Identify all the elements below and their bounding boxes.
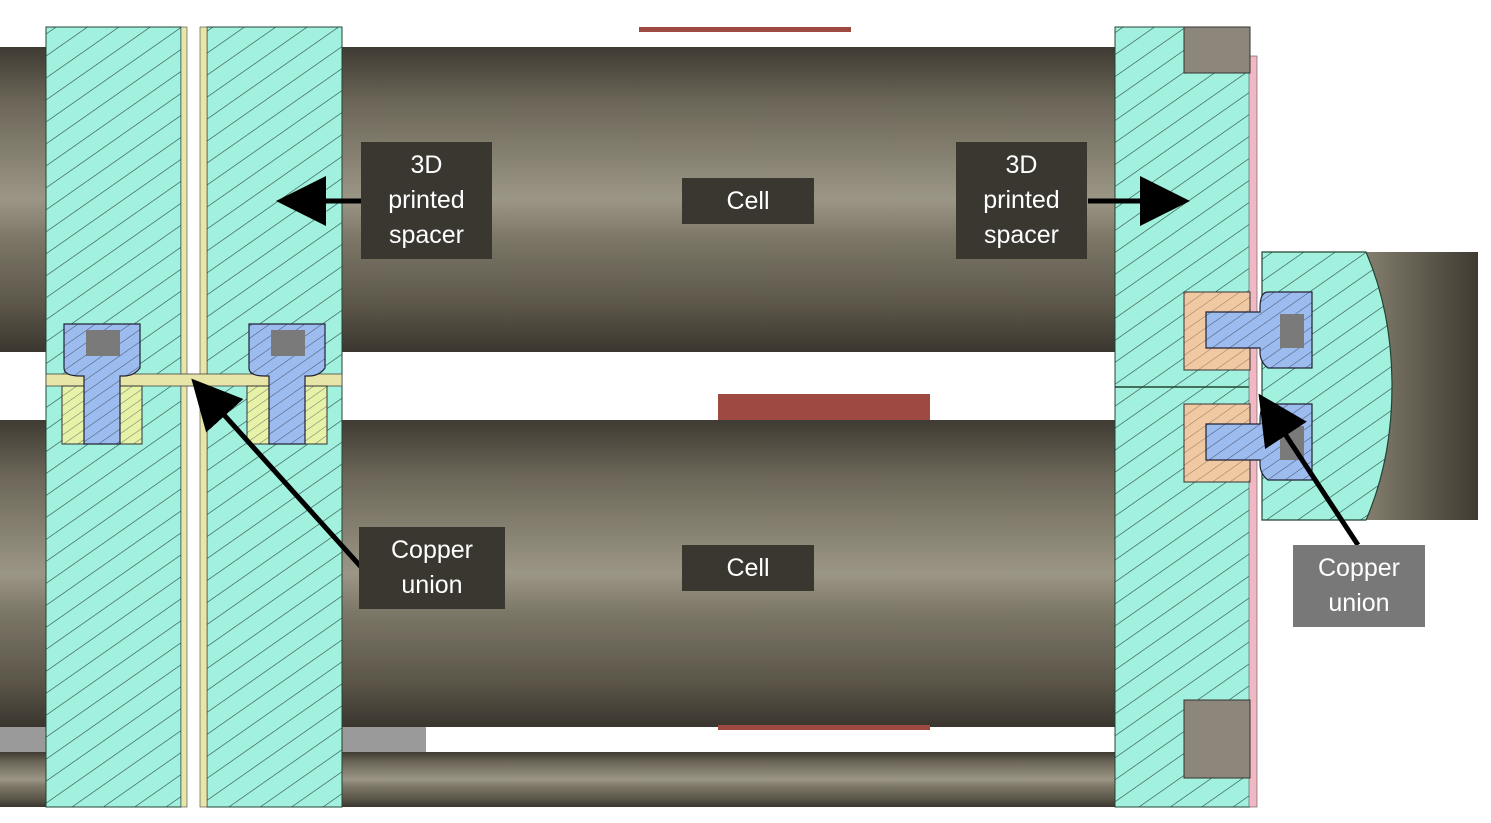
arrows <box>191 176 1361 570</box>
label-cell-bottom-text: Cell <box>726 553 770 582</box>
label-copper-left-line2: union <box>401 571 463 599</box>
left-bolt-b <box>248 323 326 445</box>
label-copper-right-line2: union <box>1328 589 1390 617</box>
label-spacer-left: 3D printed spacer <box>361 142 492 259</box>
label-spacer-right-line3: spacer <box>983 221 1060 249</box>
label-cell-top-text: Cell <box>726 186 770 215</box>
left-spacer <box>45 26 343 808</box>
cell-top-tab <box>639 27 851 32</box>
right-spacer <box>1114 26 1478 808</box>
cell-bottom-tab <box>718 725 930 730</box>
right-bolt-a-socket <box>1280 314 1304 348</box>
arrow-copper-left <box>191 378 364 570</box>
label-spacer-left-line2: printed <box>388 186 465 214</box>
label-cell-bottom: Cell <box>682 545 814 591</box>
left-bolt-b-socket <box>271 330 305 356</box>
arrow-copper-right <box>1258 393 1361 547</box>
label-spacer-left-line3: spacer <box>388 221 465 249</box>
rod-mid <box>340 727 426 752</box>
label-copper-right-line1: Copper <box>1318 554 1400 582</box>
left-copper-strip-vert-b <box>199 26 208 808</box>
label-copper-right: Copper union <box>1293 545 1425 627</box>
label-copper-left-line1: Copper <box>391 536 473 564</box>
label-spacer-right-line1: 3D <box>1005 151 1038 179</box>
cell-middle-tab <box>718 394 930 420</box>
rod-left <box>0 727 46 752</box>
left-bolt-a-socket <box>86 330 120 356</box>
label-cell-top: Cell <box>682 178 814 224</box>
left-bolt-a <box>63 323 141 445</box>
right-bolt-a <box>1205 291 1313 369</box>
label-spacer-left-line1: 3D <box>410 151 443 179</box>
left-copper-strip-vert-a <box>180 26 188 808</box>
right-top-nut <box>1183 26 1251 74</box>
label-copper-left: Copper union <box>359 527 505 609</box>
right-bottom-nut <box>1183 699 1251 779</box>
label-spacer-right: 3D printed spacer <box>956 142 1087 259</box>
label-spacer-right-line2: printed <box>983 186 1060 214</box>
